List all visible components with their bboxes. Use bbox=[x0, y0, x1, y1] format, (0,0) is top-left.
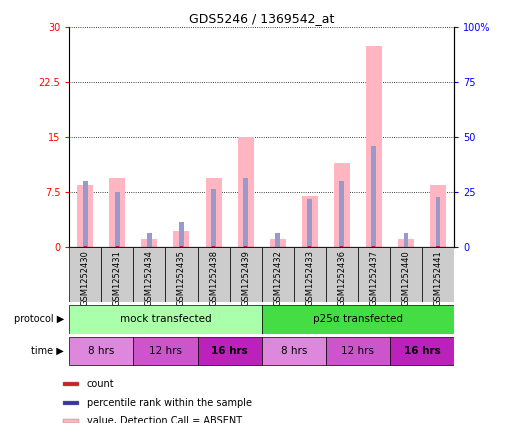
Text: GSM1252440: GSM1252440 bbox=[401, 250, 410, 306]
Text: GSM1252431: GSM1252431 bbox=[113, 250, 122, 306]
Bar bbox=[133, 247, 165, 302]
Bar bbox=[398, 239, 414, 247]
Bar bbox=[180, 246, 183, 247]
Bar bbox=[340, 246, 343, 247]
Text: GSM1252430: GSM1252430 bbox=[81, 250, 90, 306]
Bar bbox=[307, 199, 312, 247]
Text: time ▶: time ▶ bbox=[31, 346, 64, 356]
Text: GSM1252435: GSM1252435 bbox=[177, 250, 186, 306]
Bar bbox=[270, 239, 286, 247]
Bar bbox=[102, 247, 133, 302]
Bar bbox=[84, 246, 87, 247]
Bar bbox=[83, 181, 88, 247]
Text: GSM1252432: GSM1252432 bbox=[273, 250, 282, 306]
Text: GSM1252441: GSM1252441 bbox=[433, 250, 443, 306]
Bar bbox=[63, 419, 79, 423]
Text: 16 hrs: 16 hrs bbox=[404, 346, 440, 356]
Text: 16 hrs: 16 hrs bbox=[211, 346, 248, 356]
Title: GDS5246 / 1369542_at: GDS5246 / 1369542_at bbox=[189, 12, 334, 25]
Bar bbox=[63, 401, 79, 405]
Bar bbox=[390, 337, 454, 365]
Bar bbox=[238, 137, 253, 247]
Text: GSM1252436: GSM1252436 bbox=[337, 250, 346, 306]
Bar bbox=[173, 231, 189, 247]
Bar bbox=[326, 337, 390, 365]
Bar bbox=[371, 146, 376, 247]
Bar bbox=[109, 178, 125, 247]
Bar bbox=[302, 196, 318, 247]
Bar bbox=[211, 189, 216, 247]
Text: GSM1252434: GSM1252434 bbox=[145, 250, 154, 306]
Text: GSM1252438: GSM1252438 bbox=[209, 250, 218, 306]
Bar bbox=[198, 247, 229, 302]
Bar bbox=[69, 337, 133, 365]
Bar bbox=[340, 181, 344, 247]
Bar bbox=[372, 246, 376, 247]
Text: protocol ▶: protocol ▶ bbox=[14, 314, 64, 324]
Text: value, Detection Call = ABSENT: value, Detection Call = ABSENT bbox=[87, 416, 242, 423]
Bar bbox=[69, 247, 102, 302]
Bar bbox=[436, 197, 440, 247]
Text: p25α transfected: p25α transfected bbox=[313, 314, 403, 324]
Bar bbox=[115, 192, 120, 247]
Bar bbox=[437, 246, 440, 247]
Bar bbox=[229, 247, 262, 302]
Bar bbox=[262, 247, 293, 302]
Text: 8 hrs: 8 hrs bbox=[281, 346, 307, 356]
Text: count: count bbox=[87, 379, 114, 389]
Bar bbox=[147, 233, 152, 247]
Text: percentile rank within the sample: percentile rank within the sample bbox=[87, 398, 252, 408]
Bar bbox=[422, 247, 454, 302]
Bar bbox=[262, 337, 326, 365]
Bar bbox=[198, 337, 262, 365]
Bar bbox=[244, 246, 247, 247]
Text: 12 hrs: 12 hrs bbox=[149, 346, 182, 356]
Bar bbox=[63, 382, 79, 386]
Text: GSM1252439: GSM1252439 bbox=[241, 250, 250, 306]
Text: 8 hrs: 8 hrs bbox=[88, 346, 114, 356]
Bar bbox=[179, 222, 184, 247]
Bar bbox=[308, 246, 311, 247]
Text: GSM1252437: GSM1252437 bbox=[369, 250, 379, 306]
Text: 12 hrs: 12 hrs bbox=[341, 346, 374, 356]
Bar bbox=[293, 247, 326, 302]
Bar bbox=[133, 337, 198, 365]
Bar bbox=[334, 163, 350, 247]
Bar bbox=[69, 305, 262, 334]
Bar bbox=[366, 46, 382, 247]
Bar bbox=[116, 246, 119, 247]
Bar bbox=[243, 178, 248, 247]
Bar bbox=[326, 247, 358, 302]
Text: mock transfected: mock transfected bbox=[120, 314, 211, 324]
Bar bbox=[404, 233, 408, 247]
Bar bbox=[206, 178, 222, 247]
Bar bbox=[262, 305, 454, 334]
Bar bbox=[212, 246, 215, 247]
Bar bbox=[358, 247, 390, 302]
Text: GSM1252433: GSM1252433 bbox=[305, 250, 314, 306]
Bar bbox=[165, 247, 198, 302]
Bar bbox=[430, 185, 446, 247]
Bar bbox=[142, 239, 157, 247]
Bar bbox=[77, 185, 93, 247]
Bar bbox=[275, 233, 280, 247]
Bar bbox=[390, 247, 422, 302]
